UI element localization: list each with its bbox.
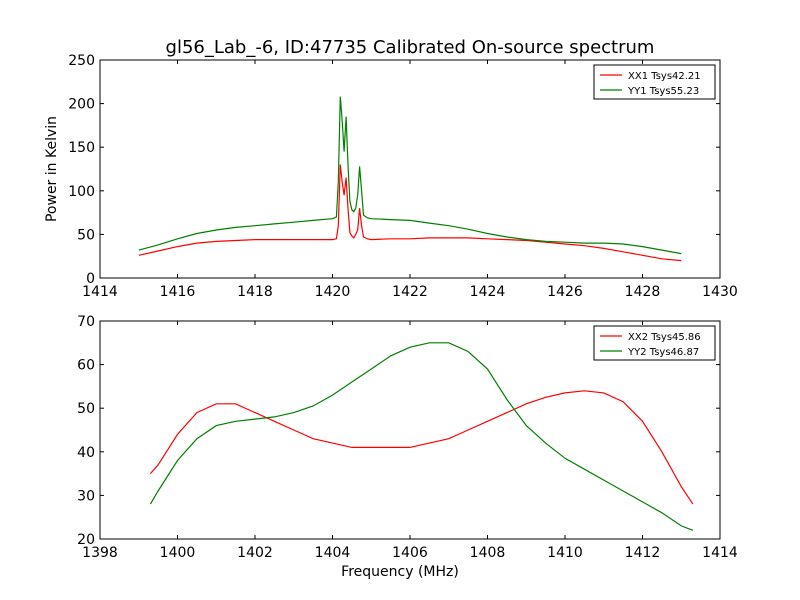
- y-tick-label: 150: [68, 140, 95, 156]
- x-tick-label: 1402: [237, 545, 273, 561]
- x-tick-label: 1426: [547, 284, 583, 300]
- x-tick-label: 1406: [392, 545, 428, 561]
- x-tick-label: 1408: [470, 545, 506, 561]
- figure-title: gl56_Lab_-6, ID:47735 Calibrated On-sour…: [166, 37, 655, 58]
- series-line-1: [138, 164, 682, 262]
- legend-box: [593, 325, 716, 361]
- y-tick-label: 250: [68, 53, 95, 69]
- legend-box: [593, 64, 716, 100]
- x-tick-label: 1414: [82, 284, 118, 300]
- legend: XX2 Tsys45.86 YY2 Tsys46.87: [593, 325, 716, 361]
- series-line-2: [149, 342, 694, 531]
- x-tick-label: 1420: [315, 284, 351, 300]
- legend: XX1 Tsys42.21 YY1 Tsys55.23: [593, 64, 716, 100]
- y-tick-label: 30: [77, 488, 95, 504]
- x-tick-label: 1416: [160, 284, 196, 300]
- x-tick-label: 1418: [237, 284, 273, 300]
- y-tick-label: 40: [77, 445, 95, 461]
- y-tick-label: 20: [77, 532, 95, 548]
- legend-label: XX2 Tsys45.86: [628, 332, 701, 343]
- series-line-2: [138, 96, 682, 255]
- x-tick-label: 1422: [392, 284, 428, 300]
- y-tick-label: 70: [77, 314, 95, 330]
- legend-label: YY1 Tsys55.23: [627, 86, 699, 97]
- y-tick-label: 60: [77, 358, 95, 374]
- series-line-1: [149, 390, 694, 505]
- chart-top: 1414 1416 1418 1420 1422 1424 1426 1428 1430 0 50 1…: [44, 53, 738, 300]
- x-tick-label: 1410: [547, 545, 583, 561]
- y-tick-label: 0: [86, 271, 95, 287]
- legend-label: YY2 Tsys46.87: [627, 347, 699, 358]
- chart-bottom: 1398 1400 1402 1404 1406 1408 1410 1412 1414 20 30…: [77, 314, 738, 580]
- x-tick-label: 1424: [470, 284, 506, 300]
- x-tick-label: 1428: [625, 284, 661, 300]
- y-tick-label: 100: [68, 184, 95, 200]
- y-tick-label: 50: [77, 401, 95, 417]
- x-tick-label: 1430: [702, 284, 738, 300]
- x-tick-label: 1414: [702, 545, 738, 561]
- y-axis-label: Power in Kelvin: [44, 116, 60, 222]
- x-axis-label: Frequency (MHz): [341, 564, 459, 580]
- y-tick-label: 50: [77, 227, 95, 243]
- x-tick-label: 1412: [625, 545, 661, 561]
- legend-label: XX1 Tsys42.21: [628, 71, 701, 82]
- x-tick-label: 1400: [160, 545, 196, 561]
- y-tick-label: 200: [68, 97, 95, 113]
- x-tick-label: 1398: [82, 545, 118, 561]
- x-tick-label: 1404: [315, 545, 351, 561]
